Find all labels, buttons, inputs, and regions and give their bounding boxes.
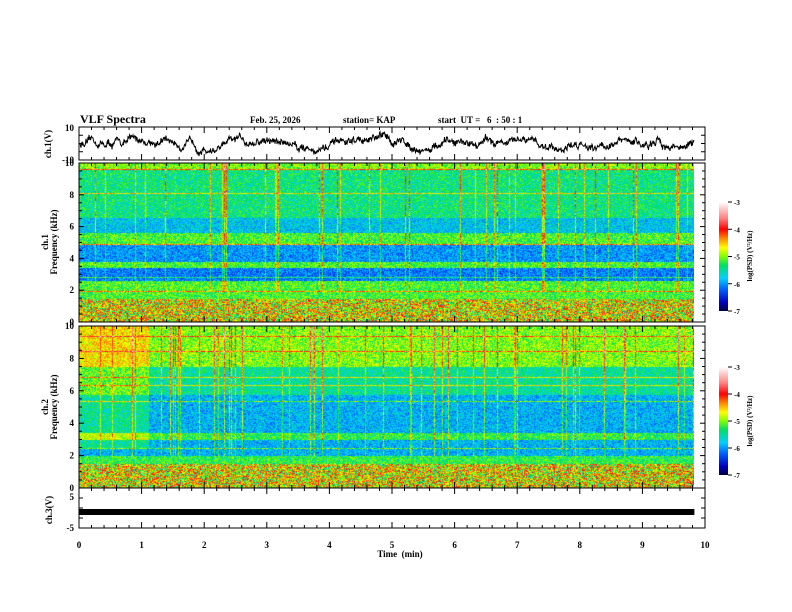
x-tick-label: 3 — [265, 540, 270, 550]
spectrogram-image — [79, 163, 694, 322]
ch1-spectrogram-panel: 0 2 4 6 8 10 ch.1 Frequency (kHz) — [40, 158, 706, 327]
station-label: station= KAP — [343, 115, 396, 125]
colorbar-tick-label: -6 — [734, 445, 740, 453]
ch2-spectro-ylabel-1: ch.2 — [40, 399, 50, 415]
start-time-label: start UT = 6 : 50 : 1 — [438, 115, 523, 125]
ch1-waveform-line — [79, 130, 695, 157]
figure-title: VLF Spectra — [80, 112, 146, 126]
date-label: Feb. 25, 2026 — [250, 115, 301, 125]
ch2-colorbar: -3 -4 -5 -6 -7 — [719, 364, 740, 480]
y-tick-label: 10 — [65, 158, 75, 168]
ch3-panel: 5 -5 ch.3(V) — [44, 487, 706, 533]
x-tick-label: 10 — [701, 540, 711, 550]
colorbar-tick-label: -3 — [734, 199, 740, 207]
ch1-colorbar: -3 -4 -5 -6 -7 — [719, 199, 740, 316]
ch3-ytick-bottom: -5 — [67, 523, 75, 533]
x-tick-label: 1 — [139, 540, 144, 550]
y-tick-label: 6 — [70, 386, 75, 396]
ch1-ylabel: ch.1(V) — [43, 130, 53, 158]
x-axis-label: Time (min) — [377, 549, 422, 559]
x-tick-label: 8 — [578, 540, 583, 550]
ch2-colorbar-label: log(PSD) (V²/Hz) — [746, 395, 754, 447]
colorbar-gradient — [719, 367, 728, 475]
colorbar-tick-label: -5 — [734, 418, 740, 426]
y-tick-label: 8 — [70, 190, 75, 200]
x-tick-label: 4 — [327, 540, 332, 550]
y-tick-label: 2 — [70, 451, 75, 461]
ch3-ylabel: ch.3(V) — [44, 496, 54, 524]
y-tick-label: 10 — [65, 321, 75, 331]
ch1-colorbar-label: log(PSD) (V²/Hz) — [746, 230, 754, 282]
y-tick-label: 2 — [70, 285, 75, 295]
spectrogram-image — [79, 326, 694, 488]
colorbar-tick-label: -3 — [734, 364, 740, 372]
colorbar-tick-label: -7 — [734, 308, 740, 316]
x-axis: 0 1 2 3 4 5 6 7 8 9 10 — [77, 540, 710, 550]
x-tick-label: 0 — [77, 540, 82, 550]
y-tick-label: 0 — [70, 483, 75, 493]
ch1-ytick-top: 10 — [65, 123, 75, 133]
colorbar-tick-label: -7 — [734, 472, 740, 480]
x-tick-label: 9 — [640, 540, 645, 550]
colorbar-tick-label: -6 — [734, 281, 740, 289]
colorbar-tick-label: -4 — [734, 226, 740, 234]
x-tick-label: 6 — [452, 540, 457, 550]
ch3-ytick-top: 5 — [70, 492, 75, 502]
y-tick-label: 4 — [70, 418, 75, 428]
x-tick-label: 7 — [515, 540, 520, 550]
x-tick-label: 5 — [390, 540, 395, 550]
ch1-ytick-bottom: -10 — [62, 155, 74, 165]
ch1-spectro-ylabel-2: Frequency (kHz) — [49, 209, 59, 274]
ch3-waveform-line — [79, 509, 695, 515]
colorbar-tick-label: -4 — [734, 391, 740, 399]
ch1-panel: 10 -10 ch.1(V) — [43, 123, 706, 165]
y-tick-label: 8 — [70, 353, 75, 363]
y-tick-label: 0 — [70, 317, 75, 327]
colorbar-gradient — [719, 202, 728, 311]
ch1-spectro-ylabel-1: ch.1 — [40, 234, 50, 250]
y-tick-label: 4 — [70, 253, 75, 263]
ch2-spectrogram-panel: 0 2 4 6 8 10 ch.2 Frequency (kHz) — [40, 321, 706, 493]
ch2-spectro-ylabel-2: Frequency (kHz) — [49, 374, 59, 439]
colorbar-tick-label: -5 — [734, 254, 740, 262]
x-tick-label: 2 — [202, 540, 207, 550]
y-tick-label: 6 — [70, 222, 75, 232]
